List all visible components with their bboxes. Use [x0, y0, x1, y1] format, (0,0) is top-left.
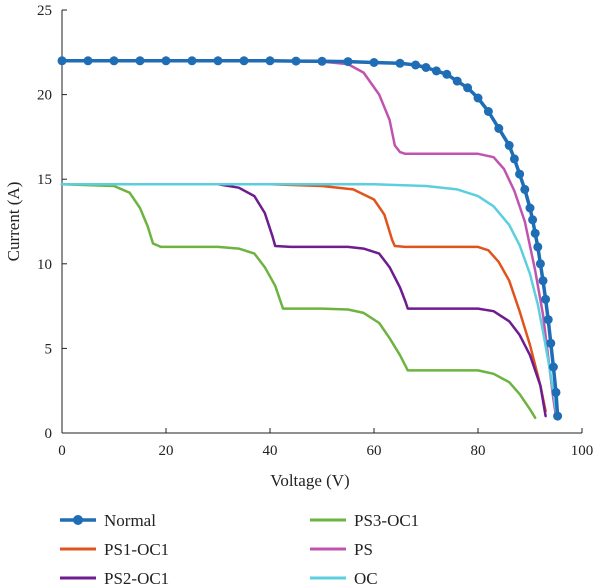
data-point — [343, 57, 353, 67]
legend-label: PS1-OC1 — [104, 540, 169, 559]
y-tick-label: 10 — [37, 257, 52, 273]
y-tick-label: 25 — [37, 3, 52, 19]
legend-item-ps: PS — [310, 540, 373, 559]
series-line-oc — [60, 183, 559, 418]
series-line-ps1-oc1 — [60, 183, 547, 413]
data-point — [473, 93, 483, 103]
data-point — [520, 184, 530, 194]
series-layer — [57, 56, 563, 421]
data-point — [530, 228, 540, 238]
data-point — [187, 56, 197, 66]
data-point — [161, 56, 171, 66]
data-point — [442, 69, 452, 79]
legend-item-normal: Normal — [60, 511, 156, 530]
x-tick-label: 0 — [58, 443, 66, 459]
series-ps3-oc1 — [60, 183, 537, 420]
legend-label: PS3-OC1 — [354, 511, 419, 530]
y-tick-label: 20 — [37, 88, 52, 104]
legend-marker — [73, 515, 83, 525]
data-point — [369, 58, 379, 67]
data-point — [421, 63, 431, 72]
legend-label: PS — [354, 540, 373, 559]
y-tick-label: 15 — [37, 172, 52, 188]
data-point — [265, 56, 275, 66]
data-point — [411, 60, 421, 70]
series-line-normal — [60, 59, 560, 418]
x-tick-label: 40 — [263, 443, 278, 459]
data-point — [239, 56, 249, 66]
series-ps1-oc1 — [60, 183, 547, 413]
y-axis-label: Current (A) — [4, 182, 23, 262]
y-tick-label: 5 — [45, 341, 53, 357]
data-point — [551, 387, 561, 397]
data-point — [535, 259, 545, 269]
legend-item-ps1-oc1: PS1-OC1 — [60, 540, 169, 559]
legend: Normal PS1-OC1 PS2-OC1 PS3-OC1 PS OC — [60, 511, 419, 588]
data-point — [509, 154, 519, 164]
data-point — [57, 56, 67, 66]
x-tick-label: 60 — [367, 443, 382, 459]
x-axis-label: Voltage (V) — [270, 471, 349, 490]
series-oc — [60, 183, 559, 418]
data-point — [553, 411, 563, 421]
data-point — [541, 294, 551, 304]
data-point — [135, 56, 145, 66]
legend-label: PS2-OC1 — [104, 569, 169, 588]
x-tick-label: 20 — [159, 443, 174, 459]
data-point — [504, 140, 514, 150]
data-point — [546, 338, 556, 348]
axes: 0 20 40 60 80 100 0 5 10 15 20 25 Voltage (V) Current… — [4, 3, 593, 490]
data-point — [431, 66, 441, 76]
legend-label: OC — [354, 569, 378, 588]
series-line-ps — [60, 59, 558, 418]
data-point — [515, 169, 525, 179]
legend-item-ps3-oc1: PS3-OC1 — [310, 511, 419, 530]
data-point — [548, 362, 558, 372]
data-point — [525, 203, 535, 213]
data-point — [483, 107, 493, 116]
series-ps — [60, 59, 558, 418]
series-ps2-oc1 — [60, 183, 547, 418]
data-point — [395, 58, 405, 68]
data-point — [463, 83, 473, 93]
y-tick-label: 0 — [45, 426, 53, 442]
series-line-ps3-oc1 — [60, 183, 537, 420]
series-line-ps2-oc1 — [60, 183, 547, 418]
data-point — [109, 56, 119, 66]
data-point — [213, 56, 223, 66]
data-point — [317, 56, 327, 66]
data-point — [538, 276, 548, 286]
data-point — [533, 242, 543, 252]
data-point — [452, 76, 462, 86]
data-point — [494, 123, 504, 133]
legend-item-oc: OC — [310, 569, 378, 588]
data-point — [528, 215, 538, 225]
series-normal — [57, 56, 563, 421]
legend-item-ps2-oc1: PS2-OC1 — [60, 569, 169, 588]
data-point — [291, 56, 301, 66]
x-tick-label: 100 — [571, 443, 594, 459]
x-tick-label: 80 — [471, 443, 486, 459]
data-point — [83, 56, 93, 66]
legend-label: Normal — [104, 511, 156, 530]
data-point — [543, 315, 553, 325]
